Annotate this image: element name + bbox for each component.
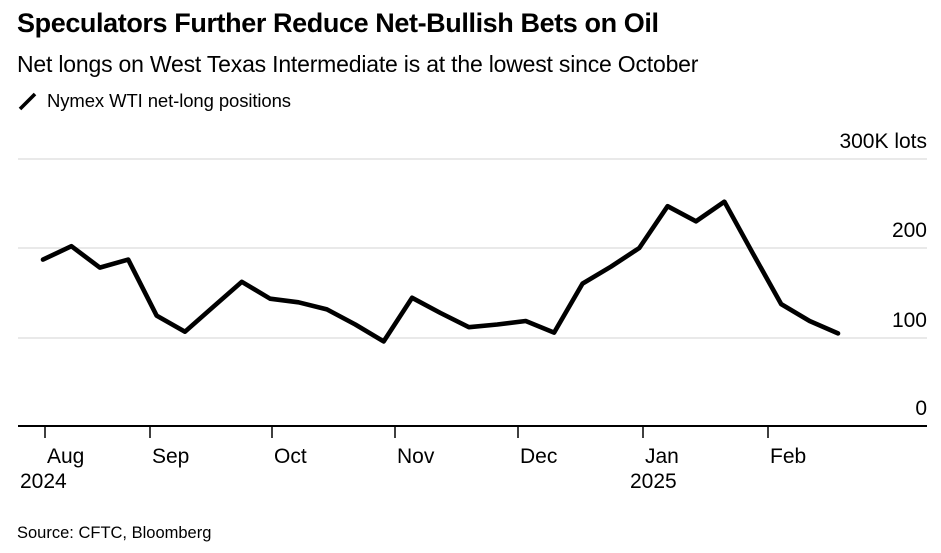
x-axis-label-feb: Feb [770, 445, 807, 468]
y-axis-label-200: 200 [891, 219, 927, 242]
x-axis-label-sep: Sep [152, 445, 190, 468]
year-label-2025: 2025 [630, 470, 677, 493]
legend-series-label: Nymex WTI net-long positions [47, 90, 291, 111]
wti-series-line [40, 199, 841, 344]
line-slash-icon [17, 91, 38, 112]
chart-subtitle: Net longs on West Texas Intermediate is … [17, 51, 699, 77]
x-axis-label-oct: Oct [274, 445, 307, 468]
y-axis-label-0: 0 [915, 397, 927, 420]
x-axis-label-dec: Dec [520, 445, 558, 468]
y-axis-label-100: 100 [891, 309, 927, 332]
year-label-2024: 2024 [20, 470, 67, 493]
x-axis-label-nov: Nov [397, 445, 435, 468]
y-axis-label-300k: 300K lots [839, 130, 927, 153]
x-axis-label-aug: Aug [47, 445, 85, 468]
chart-title: Speculators Further Reduce Net-Bullish B… [17, 8, 659, 38]
chart-legend: Nymex WTI net-long positions [17, 90, 291, 112]
source-attribution: Source: CFTC, Bloomberg [17, 524, 212, 542]
x-axis-label-jan: Jan [645, 445, 679, 468]
